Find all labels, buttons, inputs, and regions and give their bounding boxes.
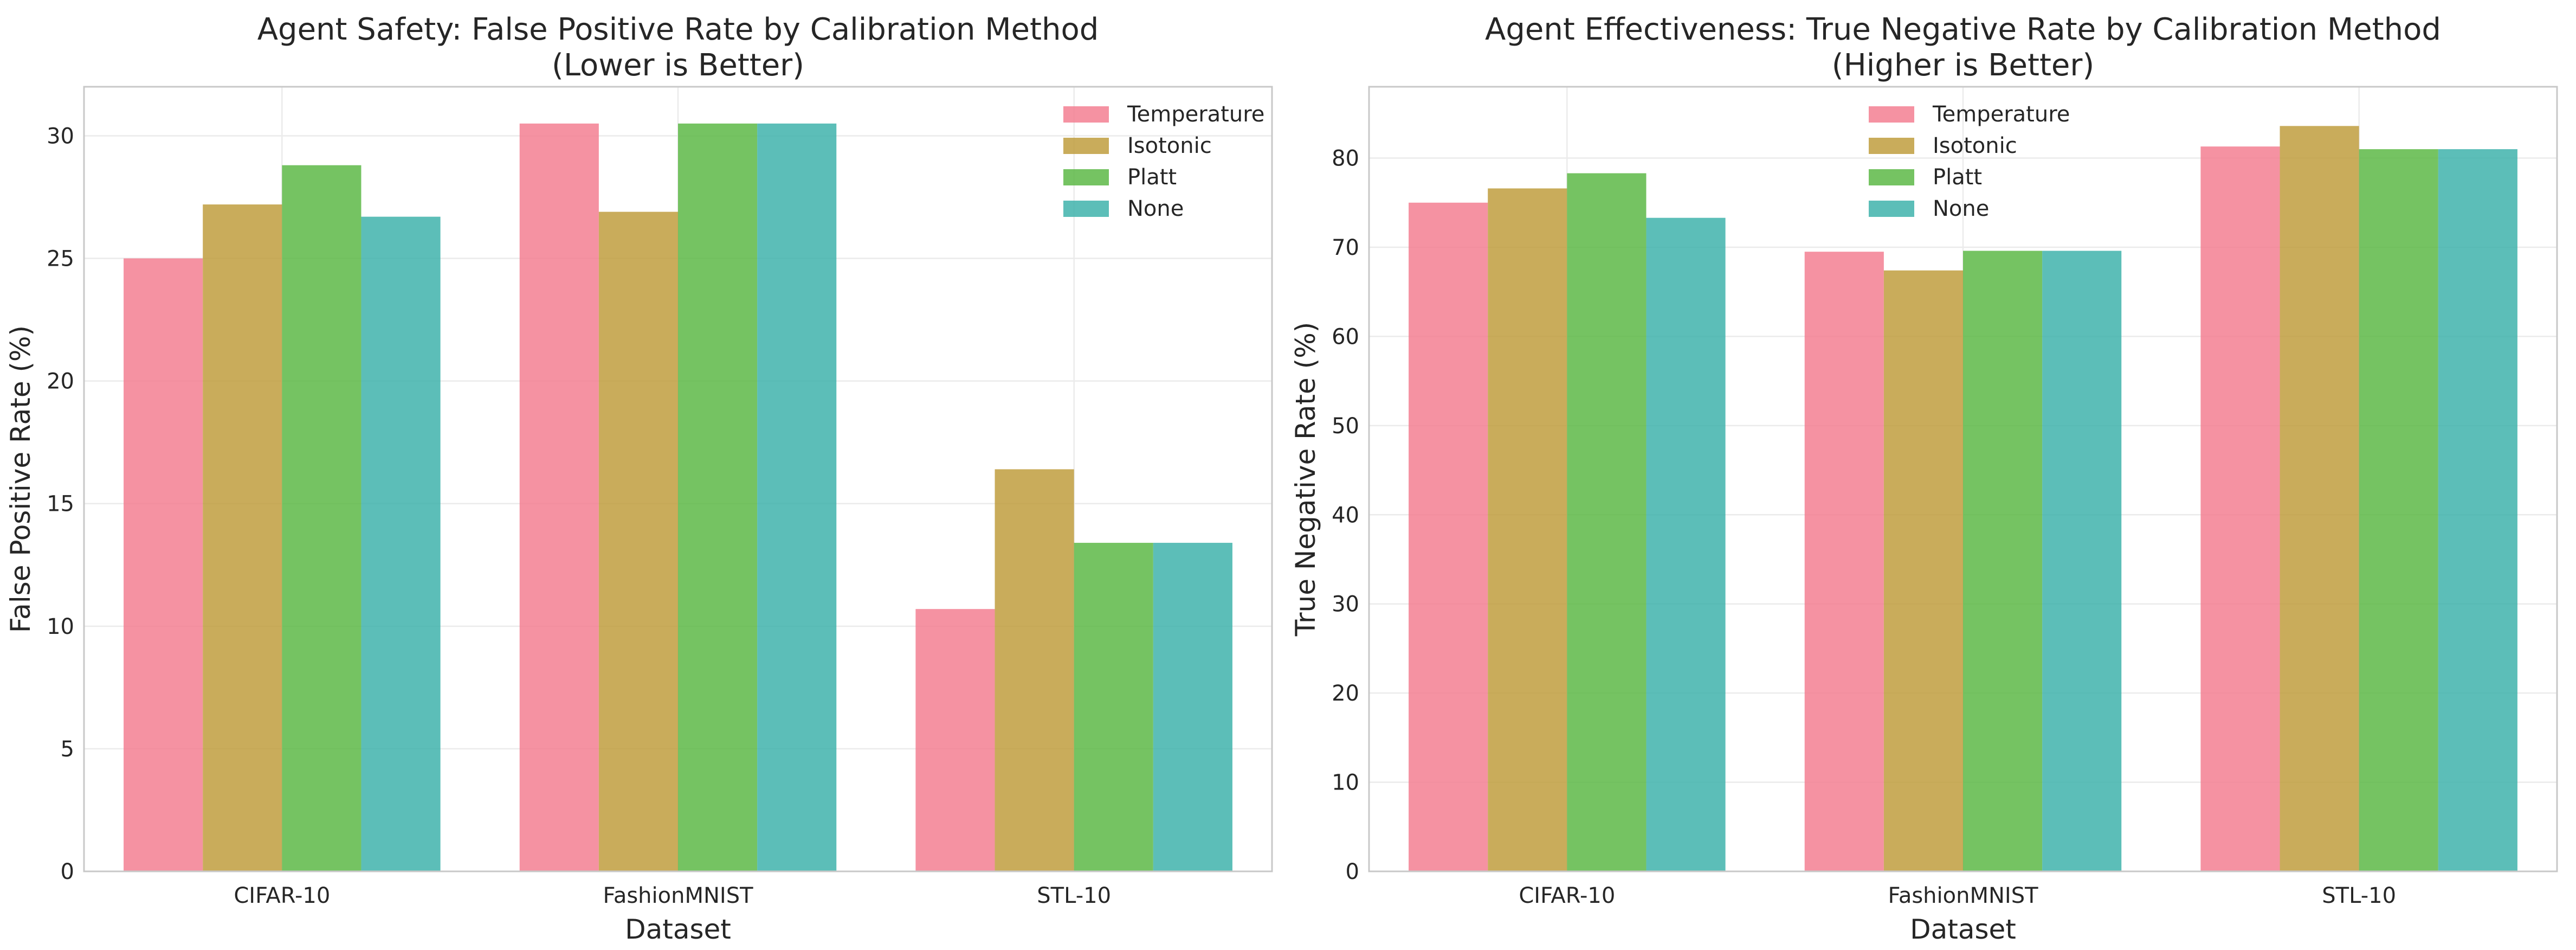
y-tick-label: 50 xyxy=(1332,414,1359,439)
legend-label: Platt xyxy=(1933,165,1982,190)
y-tick-label: 40 xyxy=(1332,503,1359,528)
legend-swatch xyxy=(1063,138,1109,154)
y-tick-label: 80 xyxy=(1332,146,1359,171)
bar-temperature-cifar-10 xyxy=(124,258,203,871)
x-tick-label: STL-10 xyxy=(2322,883,2396,908)
y-tick-label: 20 xyxy=(47,369,74,394)
y-tick-label: 20 xyxy=(1332,681,1359,706)
plot-frame xyxy=(83,86,1273,872)
legend-swatch xyxy=(1869,106,1914,123)
legend-label: Isotonic xyxy=(1127,133,1212,158)
bar-temperature-fashionmnist xyxy=(1804,252,1884,871)
bar-none-stl-10 xyxy=(2438,149,2517,871)
x-axis-label: Dataset xyxy=(625,914,731,945)
x-tick-label: FashionMNIST xyxy=(1888,883,2038,908)
legend-label: Platt xyxy=(1127,165,1177,190)
legend-label: None xyxy=(1127,196,1184,221)
chart-title: Agent Safety: False Positive Rate by Cal… xyxy=(257,12,1099,47)
legend-label: Isotonic xyxy=(1933,133,2017,158)
y-tick-label: 70 xyxy=(1332,235,1359,260)
x-tick-label: CIFAR-10 xyxy=(1519,883,1615,908)
bar-platt-stl-10 xyxy=(1074,543,1153,871)
bar-isotonic-stl-10 xyxy=(2280,126,2359,872)
chart-panel-2: 0 10 20 30 40 50 60 70 80 CIFAR-10 FashionMNIST STL… xyxy=(1290,12,2558,945)
y-tick-label: 10 xyxy=(1332,771,1359,795)
x-tick-label: CIFAR-10 xyxy=(234,883,330,908)
y-tick-label: 10 xyxy=(47,614,74,639)
chart-panel-1: 0 5 10 15 20 25 30 CIFAR-10 FashionMNIST STL-10 Da… xyxy=(5,12,1273,945)
y-tick-label: 15 xyxy=(47,492,74,517)
bar-platt-stl-10 xyxy=(2359,149,2438,871)
bar-temperature-stl-10 xyxy=(915,609,995,871)
legend-swatch xyxy=(1063,169,1109,185)
bar-isotonic-fashionmnist xyxy=(598,211,678,872)
y-tick-label: 5 xyxy=(61,737,74,762)
bar-none-fashionmnist xyxy=(757,123,837,871)
legend-label: Temperature xyxy=(1127,102,1264,127)
legend-swatch xyxy=(1869,138,1914,154)
bar-temperature-stl-10 xyxy=(2200,146,2280,871)
x-tick-label: FashionMNIST xyxy=(603,883,753,908)
bar-isotonic-cifar-10 xyxy=(203,204,282,871)
bar-isotonic-cifar-10 xyxy=(1488,188,1567,871)
y-tick-label: 0 xyxy=(61,859,74,884)
chart-title: Agent Effectiveness: True Negative Rate … xyxy=(1485,12,2441,47)
bar-none-cifar-10 xyxy=(1646,217,1726,871)
x-tick-label: STL-10 xyxy=(1037,883,1111,908)
bar-platt-cifar-10 xyxy=(282,165,361,872)
legend-label: None xyxy=(1933,196,1989,221)
legend-label: Temperature xyxy=(1932,102,2070,127)
bar-temperature-fashionmnist xyxy=(519,123,599,871)
legend-swatch xyxy=(1063,201,1109,217)
y-axis-label: True Negative Rate (%) xyxy=(1290,322,1321,637)
y-axis-label: False Positive Rate (%) xyxy=(5,325,36,633)
legend-swatch xyxy=(1869,201,1914,217)
y-tick-label: 30 xyxy=(47,124,74,149)
chart-subtitle: (Higher is Better) xyxy=(1832,48,2094,83)
bar-platt-fashionmnist xyxy=(678,123,758,871)
y-tick-label: 60 xyxy=(1332,324,1359,349)
bar-isotonic-fashionmnist xyxy=(1883,270,1963,872)
y-tick-label: 0 xyxy=(1346,859,1359,884)
legend-swatch xyxy=(1063,106,1109,123)
bar-none-stl-10 xyxy=(1153,543,1232,871)
x-axis-label: Dataset xyxy=(1910,914,2016,945)
legend-swatch xyxy=(1869,169,1914,185)
chart-subtitle: (Lower is Better) xyxy=(552,48,804,83)
bar-temperature-cifar-10 xyxy=(1409,202,1488,871)
bar-isotonic-stl-10 xyxy=(995,469,1074,871)
plot-frame xyxy=(1368,86,2558,872)
bar-none-fashionmnist xyxy=(2042,251,2122,871)
y-tick-label: 25 xyxy=(47,247,74,272)
bar-platt-cifar-10 xyxy=(1567,173,1647,871)
y-tick-label: 30 xyxy=(1332,592,1359,617)
bar-none-cifar-10 xyxy=(361,216,441,871)
bar-platt-fashionmnist xyxy=(1963,251,2043,871)
